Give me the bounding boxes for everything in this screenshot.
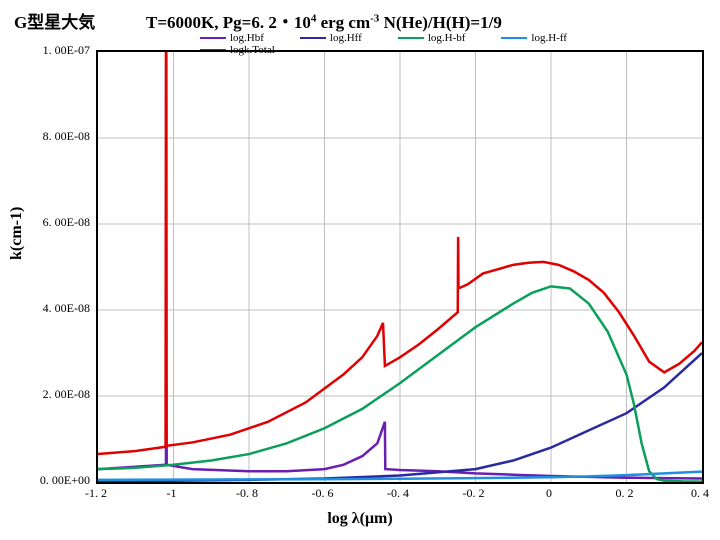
x-tick-label: 0. 4 [680, 486, 720, 501]
legend-swatch [300, 37, 326, 39]
legend-label: log.H-ff [531, 32, 567, 44]
x-tick-label: -1 [152, 486, 192, 501]
page-heading: G型星大気 [14, 8, 95, 33]
y-tick-label: 1. 00E-07 [10, 43, 90, 58]
legend-item: log.Hbf [200, 32, 264, 44]
legend-swatch [200, 37, 226, 39]
plot-svg [98, 52, 702, 482]
y-tick-label: 8. 00E-08 [10, 129, 90, 144]
y-tick-label: 2. 00E-08 [10, 387, 90, 402]
x-tick-label: 0 [529, 486, 569, 501]
y-tick-label: 6. 00E-08 [10, 215, 90, 230]
legend-swatch [501, 37, 527, 39]
legend-swatch [398, 37, 424, 39]
x-tick-label: -0. 4 [378, 486, 418, 501]
legend-label: log.Hbf [230, 32, 264, 44]
legend: log.Hbflog.Hfflog.H-bflog.H-fflogk.Total [200, 32, 710, 50]
legend-item: log.H-bf [398, 32, 466, 44]
chart-title: T=6000K, Pg=6. 2・104 erg cm-3 N(He)/H(H)… [146, 8, 502, 33]
x-tick-label: -0. 2 [454, 486, 494, 501]
legend-label: log.Hff [330, 32, 362, 44]
legend-item: log.Hff [300, 32, 362, 44]
x-tick-label: -0. 6 [303, 486, 343, 501]
x-tick-label: 0. 2 [605, 486, 645, 501]
legend-item: log.H-ff [501, 32, 567, 44]
x-tick-label: -1. 2 [76, 486, 116, 501]
x-axis-label: log λ(μm) [0, 510, 720, 528]
x-tick-label: -0. 8 [227, 486, 267, 501]
legend-label: log.H-bf [428, 32, 466, 44]
y-tick-label: 4. 00E-08 [10, 301, 90, 316]
plot-area [96, 50, 704, 484]
